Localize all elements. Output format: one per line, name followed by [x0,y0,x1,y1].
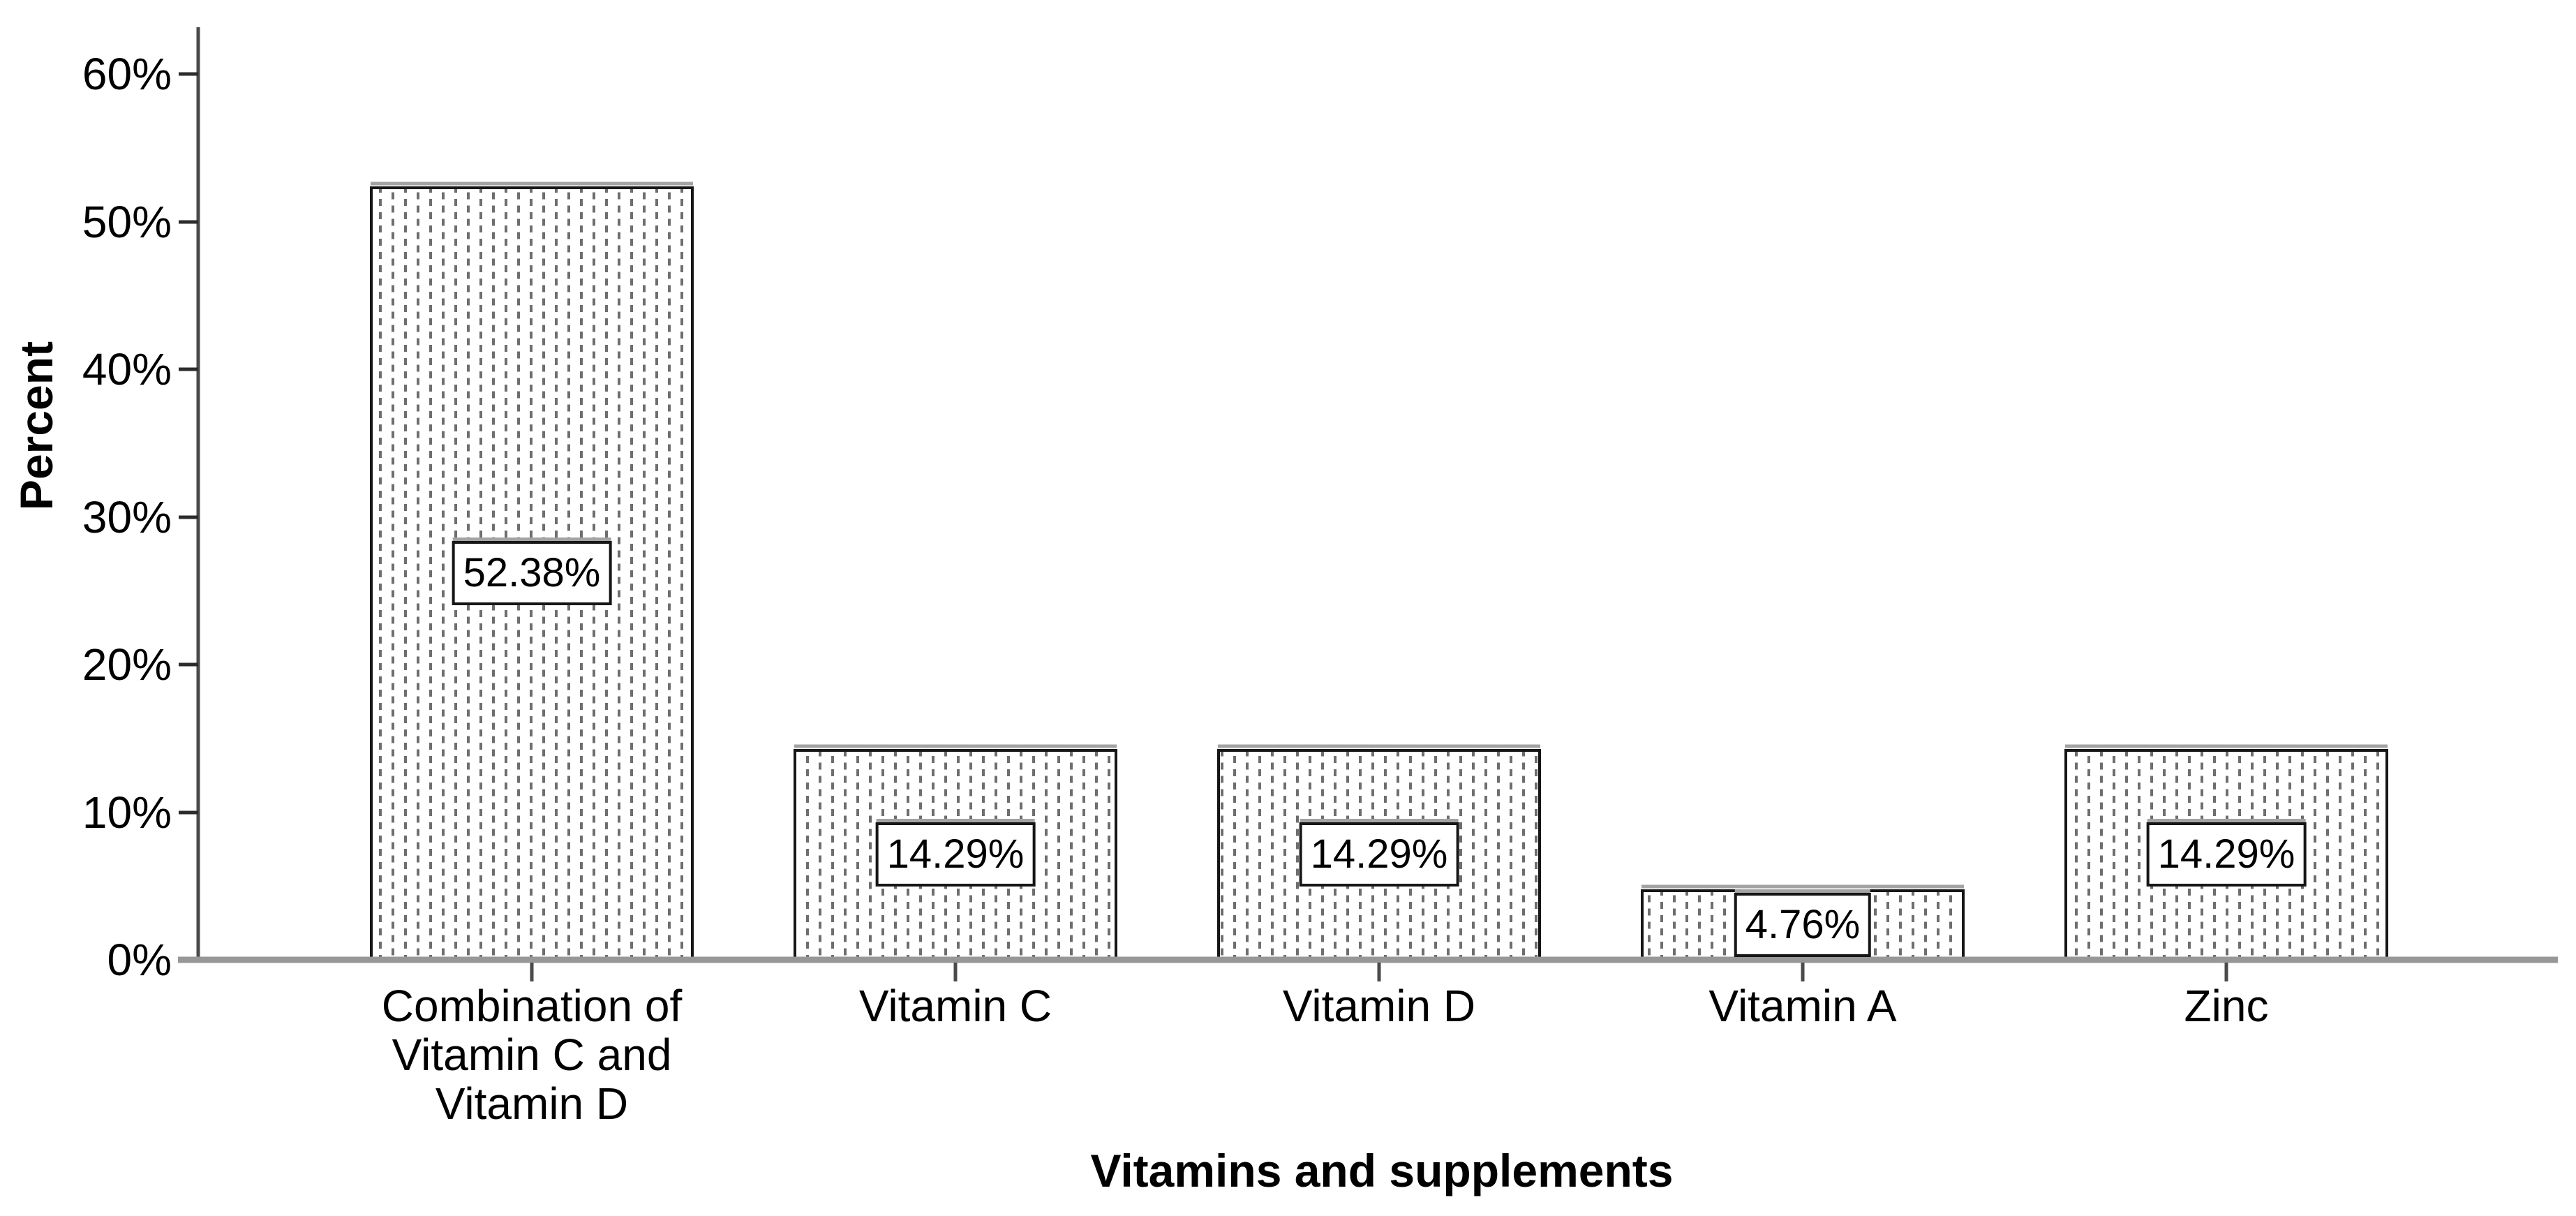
x-axis-title: Vitamins and supplements [1090,1145,1674,1196]
y-axis-tick-label: 0% [107,935,172,985]
bar-value-label: 14.29% [2146,822,2307,887]
y-axis-tick-label: 10% [82,787,172,838]
axes-group [178,27,2558,981]
x-category-label-vitamin-d: Vitamin D [1282,981,1476,1031]
y-axis-tick-label: 50% [82,197,172,247]
y-axis-tick-label: 40% [82,344,172,394]
x-category-label-zinc: Zinc [2184,981,2269,1031]
bar-value-label: 14.29% [875,822,1036,887]
y-axis-tick-label: 30% [82,492,172,542]
y-axis-tick-label: 60% [82,49,172,99]
bar-value-label: 52.38% [452,541,612,605]
x-category-label-vitamin-c: Vitamin C [858,981,1052,1031]
x-category-label-vitamin-a: Vitamin A [1708,981,1897,1031]
bar-value-label: 4.76% [1734,893,1872,957]
y-axis-tick-label: 20% [82,639,172,690]
bar-value-label: 14.29% [1299,822,1459,887]
x-category-label-combination-of-vitamin-c-and-vitamin-d: Combination of Vitamin C and Vitamin D [381,981,683,1129]
